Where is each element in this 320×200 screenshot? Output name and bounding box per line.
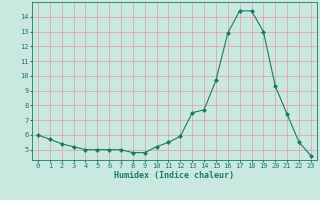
- X-axis label: Humidex (Indice chaleur): Humidex (Indice chaleur): [115, 171, 234, 180]
